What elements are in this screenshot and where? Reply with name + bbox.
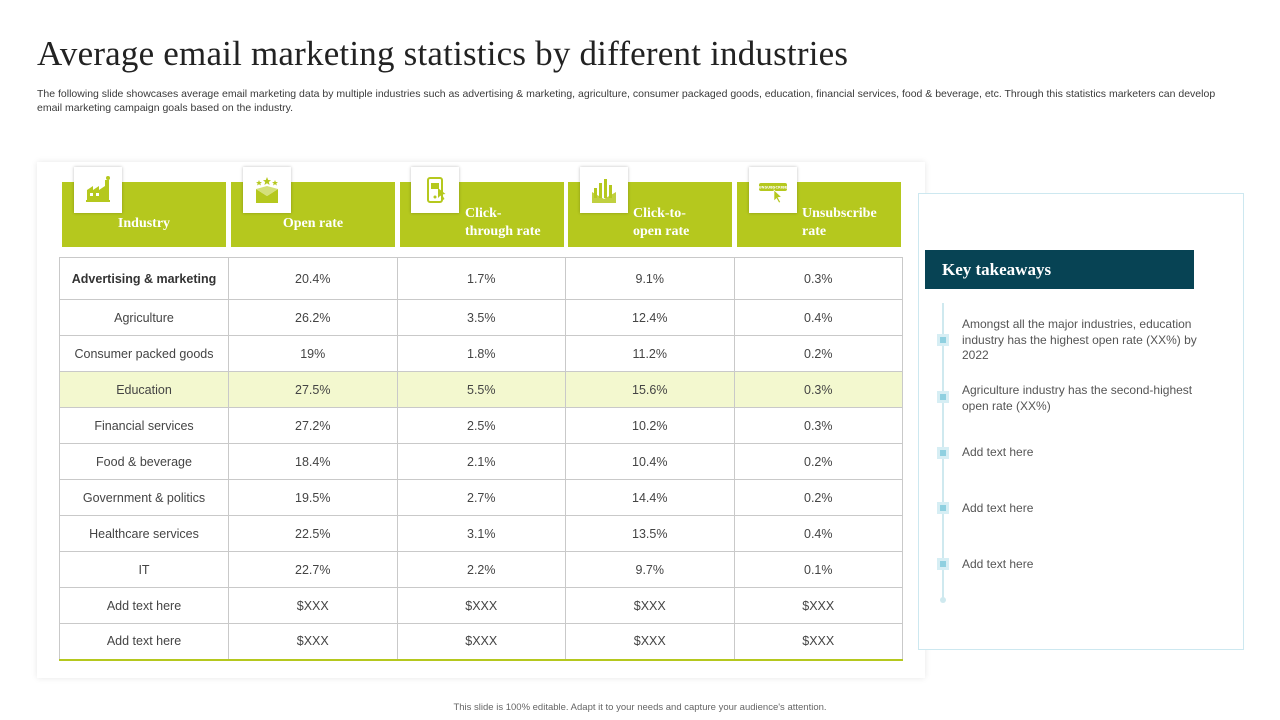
value-cell: 19% [228,335,398,372]
industry-cell: Healthcare services [59,515,229,552]
takeaway-item: Add text here [962,501,1034,515]
industry-cell: Advertising & marketing [59,257,229,300]
value-cell: 3.5% [396,299,566,336]
value-cell: 18.4% [228,443,398,480]
table-row: Agriculture 26.2% 3.5% 12.4% 0.4% [59,299,903,336]
table-row: Consumer packed goods 19% 1.8% 11.2% 0.2% [59,335,903,372]
industry-cell: Government & politics [59,479,229,516]
value-cell: 0.3% [733,407,903,444]
statistics-table: Advertising & marketing 20.4% 1.7% 9.1% 0.3%… [59,257,903,661]
chart-envelope-icon [580,167,628,213]
mobile-click-icon [411,167,459,213]
factory-icon [74,167,122,213]
timeline-marker [937,447,949,459]
unsubscribe-icon-text: UNSUBSCRIBE [759,186,788,190]
table-row: Food & beverage 18.4% 2.1% 10.4% 0.2% [59,443,903,480]
value-cell: 9.1% [565,257,735,300]
value-cell: 1.7% [396,257,566,300]
header-label: Click-to-open rate [633,206,690,239]
value-cell: 0.2% [733,443,903,480]
table-row: IT 22.7% 2.2% 9.7% 0.1% [59,551,903,588]
value-cell: 0.2% [733,335,903,372]
value-cell: 3.1% [396,515,566,552]
value-cell: 22.5% [228,515,398,552]
table-row: Add text here $XXX $XXX $XXX $XXX [59,587,903,624]
value-cell: 26.2% [228,299,398,336]
timeline-marker [937,334,949,346]
value-cell: 0.1% [733,551,903,588]
value-cell: 10.4% [565,443,735,480]
value-cell: $XXX [733,587,903,624]
timeline-end-dot [940,597,946,603]
value-cell: 22.7% [228,551,398,588]
value-cell: 2.5% [396,407,566,444]
value-cell: 2.7% [396,479,566,516]
value-cell: $XXX [228,623,398,661]
takeaway-item: Add text here [962,445,1034,459]
value-cell: 15.6% [565,371,735,408]
industry-cell: IT [59,551,229,588]
value-cell: $XXX [565,587,735,624]
value-cell: 0.4% [733,299,903,336]
value-cell: 5.5% [396,371,566,408]
header-label: Open rate [282,216,344,231]
value-cell: 1.8% [396,335,566,372]
envelope-stars-icon [243,167,291,213]
value-cell: 19.5% [228,479,398,516]
industry-cell: Financial services [59,407,229,444]
value-cell: 9.7% [565,551,735,588]
value-cell: 13.5% [565,515,735,552]
table-row: Education 27.5% 5.5% 15.6% 0.3% [59,371,903,408]
page-title: Average email marketing statistics by di… [37,34,849,73]
industry-cell: Food & beverage [59,443,229,480]
value-cell: 0.4% [733,515,903,552]
value-cell: $XXX [396,623,566,661]
industry-cell: Education [59,371,229,408]
industry-cell: Add text here [59,623,229,661]
value-cell: 11.2% [565,335,735,372]
timeline-marker [937,502,949,514]
table-row: Add text here $XXX $XXX $XXX $XXX [59,623,903,661]
industry-cell: Agriculture [59,299,229,336]
value-cell: 2.2% [396,551,566,588]
takeaway-item: Add text here [962,557,1034,571]
header-label: Industry [117,216,171,231]
value-cell: 12.4% [565,299,735,336]
industry-cell: Add text here [59,587,229,624]
header-label: Click-through rate [465,206,541,239]
table-row: Financial services 27.2% 2.5% 10.2% 0.3% [59,407,903,444]
value-cell: 0.2% [733,479,903,516]
value-cell: 2.1% [396,443,566,480]
unsubscribe-icon: UNSUBSCRIBE [749,167,797,213]
page-subtitle: The following slide showcases average em… [37,88,1216,114]
timeline-marker [937,558,949,570]
table-row: Government & politics 19.5% 2.7% 14.4% 0.2% [59,479,903,516]
value-cell: $XXX [565,623,735,661]
value-cell: $XXX [733,623,903,661]
key-takeaways-title: Key takeaways [925,250,1194,289]
value-cell: 27.5% [228,371,398,408]
value-cell: 10.2% [565,407,735,444]
table-row: Advertising & marketing 20.4% 1.7% 9.1% 0.3% [59,257,903,300]
takeaway-item: Agriculture industry has the second-high… [962,383,1193,413]
takeaway-item: Amongst all the major industries, educat… [962,317,1197,362]
footer-note: This slide is 100% editable. Adapt it to… [453,702,827,713]
industry-cell: Consumer packed goods [59,335,229,372]
timeline-marker [937,391,949,403]
value-cell: 0.3% [733,257,903,300]
value-cell: 20.4% [228,257,398,300]
table-row: Healthcare services 22.5% 3.1% 13.5% 0.4% [59,515,903,552]
value-cell: $XXX [228,587,398,624]
value-cell: 14.4% [565,479,735,516]
header-label: Unsubscribe rate [802,206,877,239]
value-cell: 27.2% [228,407,398,444]
value-cell: 0.3% [733,371,903,408]
value-cell: $XXX [396,587,566,624]
